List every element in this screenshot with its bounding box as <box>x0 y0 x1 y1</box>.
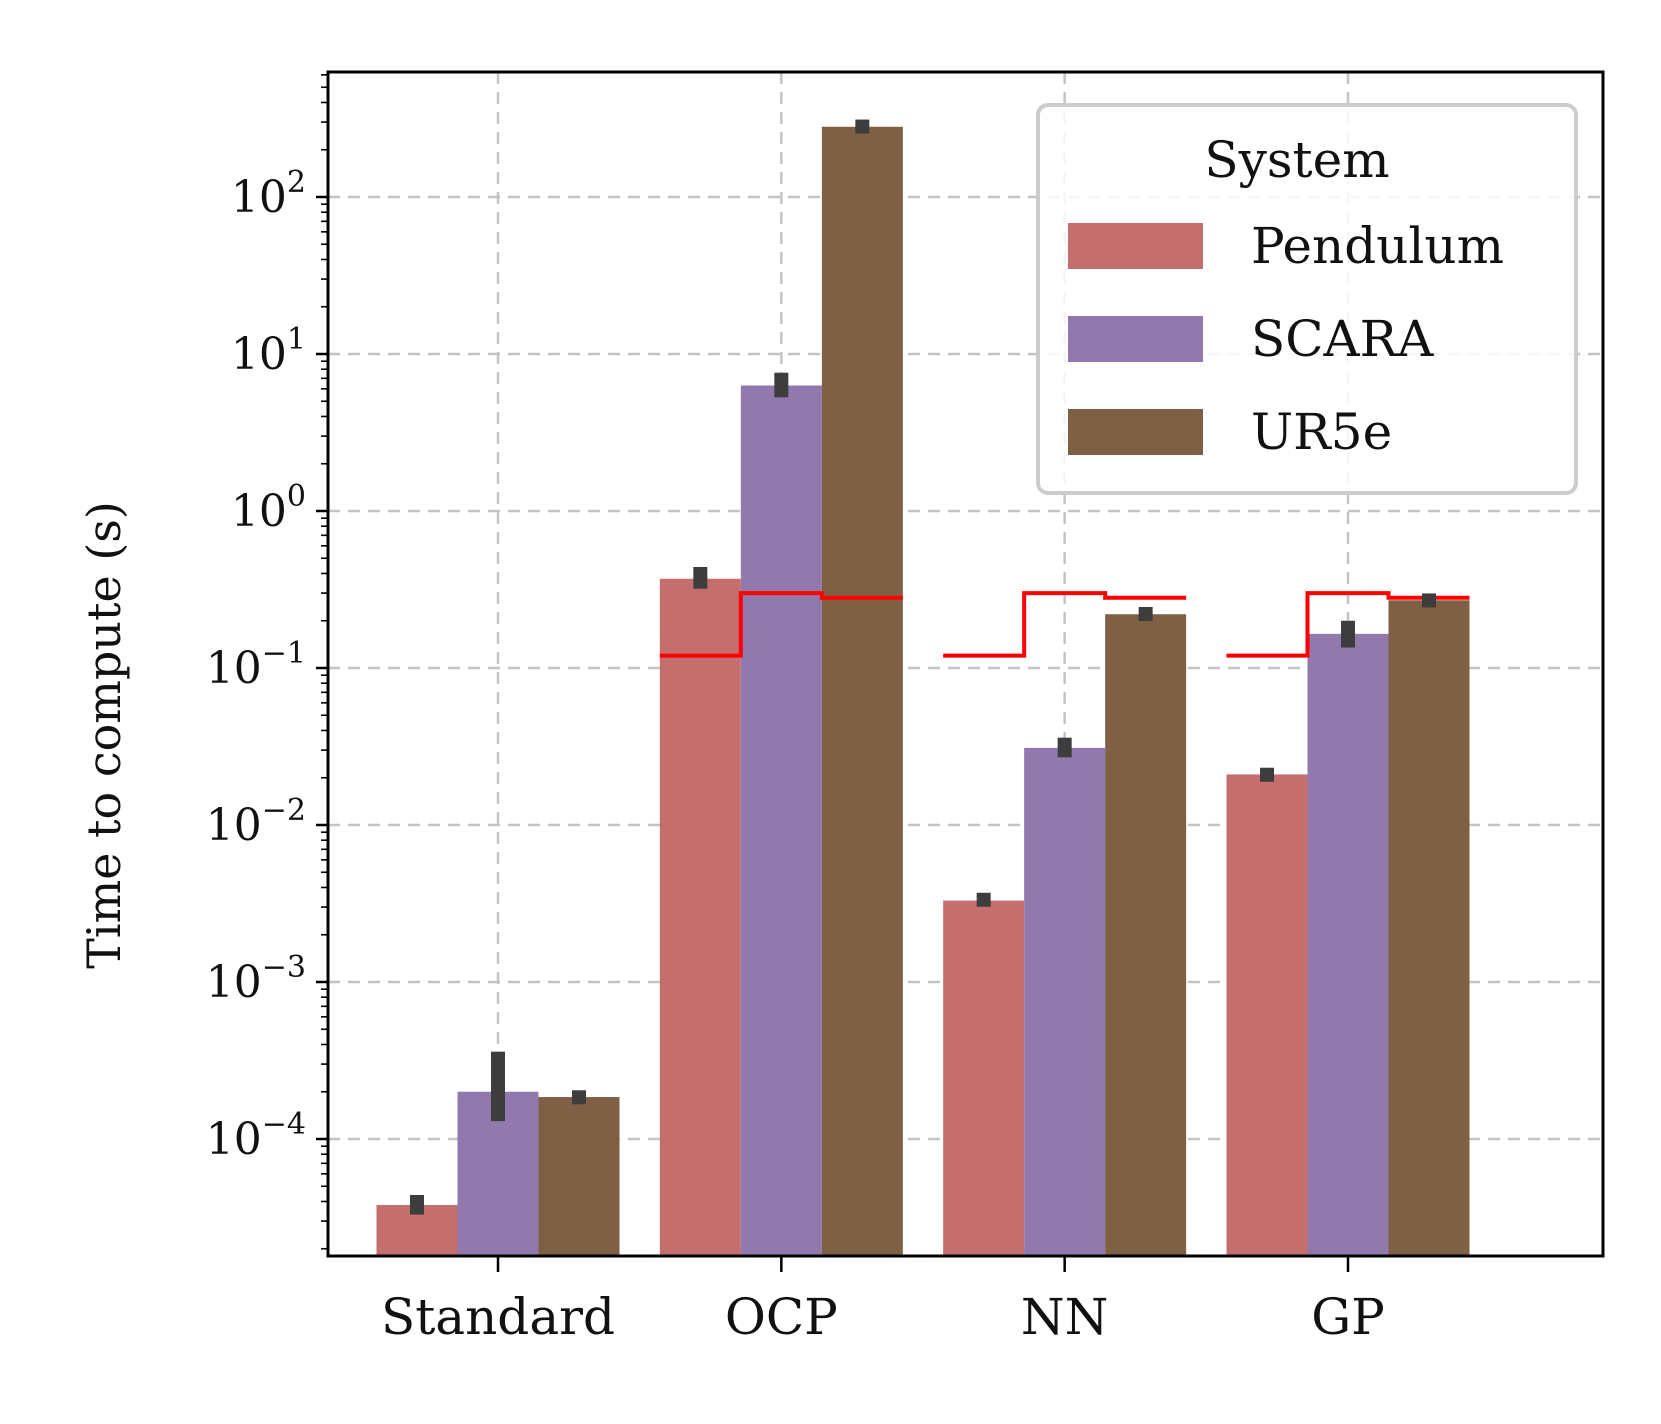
bars <box>376 126 1470 1257</box>
x-tick-label: OCP <box>725 1288 838 1346</box>
threshold-line-nn <box>943 591 1187 658</box>
threshold-line-ocp <box>659 591 903 658</box>
y-tick-label: 101 <box>231 322 306 380</box>
error-bar-scara-nn <box>1057 737 1072 758</box>
error-bar-ur5e-gp <box>1422 593 1436 608</box>
bar-scara-gp <box>1307 633 1389 1256</box>
threshold-lines <box>659 591 1470 658</box>
bar-pendulum-ocp <box>659 578 741 1256</box>
legend-label-pendulum: Pendulum <box>1251 217 1504 275</box>
y-axis-label: Time to compute (s) <box>77 501 131 969</box>
plot-frame <box>326 70 1605 1258</box>
legend-swatch-scara <box>1068 316 1203 362</box>
bar-pendulum-nn <box>943 900 1025 1256</box>
error-bar-pendulum-gp <box>1260 767 1274 782</box>
threshold-line-gp <box>1226 591 1470 658</box>
legend-label-ur5e: UR5e <box>1251 403 1392 461</box>
error-bars <box>410 119 1436 1215</box>
error-bar-scara-gp <box>1341 620 1355 648</box>
legend-label-scara: SCARA <box>1251 310 1434 368</box>
error-bar-scara-ocp <box>774 372 789 398</box>
bar-scara-nn <box>1024 747 1106 1256</box>
bar-ur5e-nn <box>1105 614 1187 1256</box>
legend-title: System <box>1204 131 1389 189</box>
legend-swatch-ur5e <box>1068 409 1203 455</box>
y-axis: 102 101 100 10−1 10−2 10−3 10−4 <box>206 74 328 1250</box>
error-bar-ur5e-nn <box>1138 606 1153 621</box>
error-bar-ur5e-ocp <box>855 119 870 134</box>
legend-box <box>1036 103 1578 495</box>
bar-ur5e-gp <box>1388 600 1470 1256</box>
error-bar-pendulum-nn <box>976 892 991 907</box>
error-bar-pendulum-ocp <box>693 566 708 589</box>
y-tick-label: 10−4 <box>206 1107 306 1165</box>
y-tick-label: 100 <box>231 479 306 537</box>
x-tick-label: NN <box>1021 1288 1109 1346</box>
error-bar-pendulum-standard <box>410 1194 424 1215</box>
legend: System Pendulum SCARA UR5e <box>1036 103 1578 495</box>
x-tick-label: GP <box>1311 1288 1385 1346</box>
y-tick-label: 10−1 <box>206 636 306 694</box>
y-tick-label: 10−3 <box>206 950 306 1008</box>
legend-swatch-pendulum <box>1068 223 1203 269</box>
y-tick-label: 102 <box>231 165 306 223</box>
y-tick-label: 10−2 <box>206 793 306 851</box>
bar-scara-ocp <box>740 385 822 1256</box>
bar-ur5e-ocp <box>821 126 903 1257</box>
error-bar-ur5e-standard <box>572 1090 586 1105</box>
bar-ur5e-standard <box>538 1097 620 1256</box>
x-tick-label: Standard <box>381 1288 615 1346</box>
x-axis: Standard OCP NN GP <box>381 1256 1385 1346</box>
bar-pendulum-gp <box>1226 774 1308 1256</box>
error-bar-scara-standard <box>491 1051 505 1122</box>
